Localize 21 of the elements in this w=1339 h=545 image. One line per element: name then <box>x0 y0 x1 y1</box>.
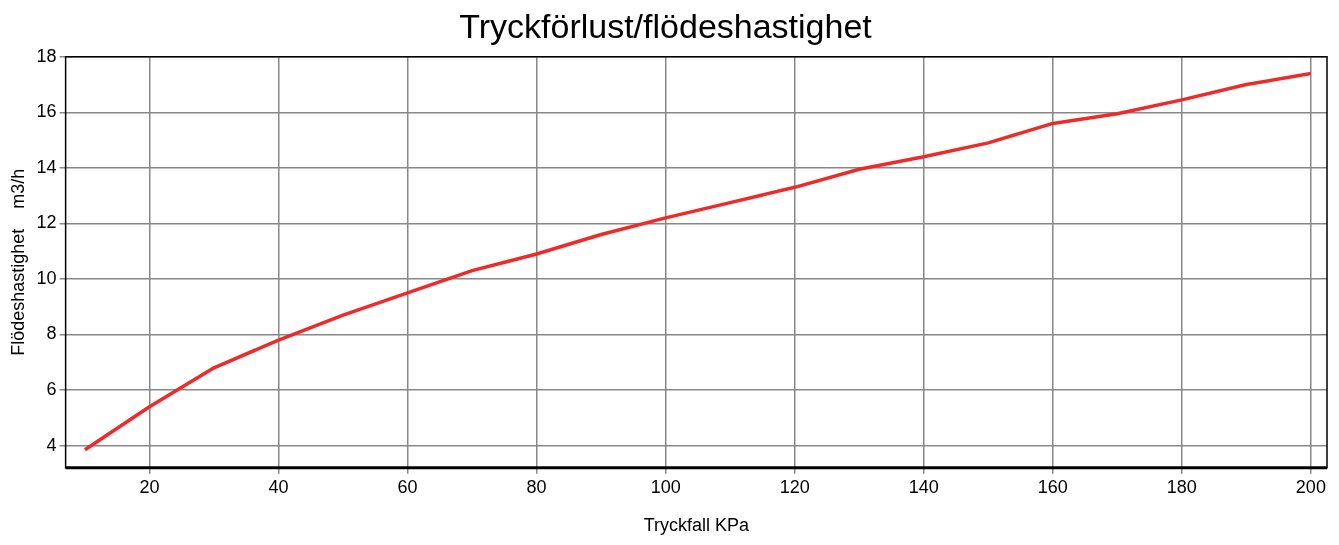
x-tick-label: 200 <box>1295 476 1326 497</box>
x-tick-label: 40 <box>268 476 289 497</box>
y-tick-label: 4 <box>46 434 57 455</box>
y-tick-label: 6 <box>46 379 57 400</box>
x-tick-label: 140 <box>908 476 939 497</box>
y-tick-label: 10 <box>36 267 57 288</box>
x-tick-label: 180 <box>1166 476 1197 497</box>
y-tick-label: 16 <box>36 101 57 122</box>
x-tick-label: 160 <box>1037 476 1068 497</box>
y-tick-label: 14 <box>36 156 57 177</box>
y-tick-label: 18 <box>36 45 57 66</box>
x-tick-label: 120 <box>779 476 810 497</box>
x-tick-label: 100 <box>650 476 681 497</box>
x-tick-label: 80 <box>526 476 547 497</box>
x-axis-title: Tryckfall KPa <box>643 515 750 536</box>
y-tick-label: 8 <box>46 323 57 344</box>
chart-title: Tryckförlust/flödeshastighet <box>459 6 873 45</box>
x-tick-label: 60 <box>397 476 418 497</box>
y-tick-label: 12 <box>36 212 57 233</box>
y-axis-title: Flödeshastighet m3/h <box>7 168 28 356</box>
x-tick-label: 20 <box>139 476 160 497</box>
